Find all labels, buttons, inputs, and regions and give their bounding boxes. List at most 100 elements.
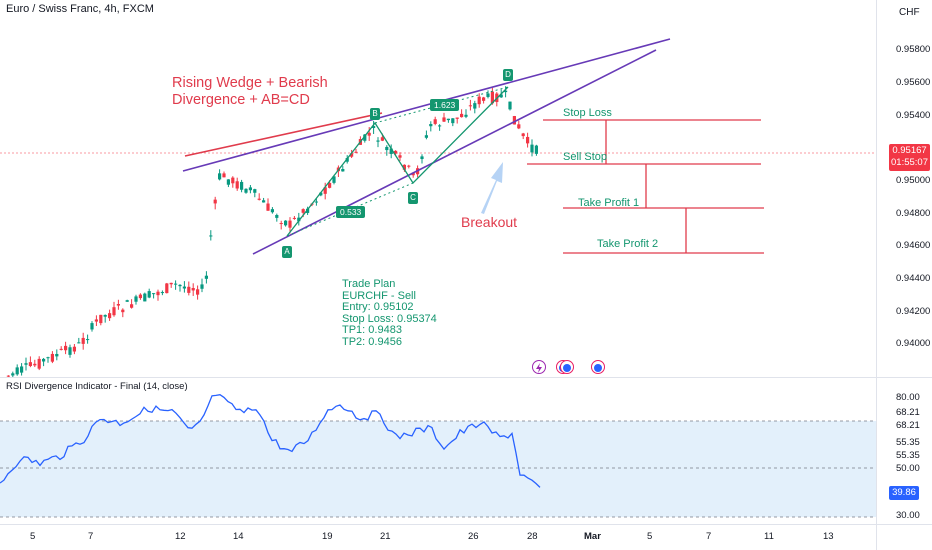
breakout-arrow-icon xyxy=(481,162,503,214)
bolt-icon[interactable] xyxy=(532,360,546,374)
candle-body xyxy=(138,294,142,299)
point-d-label: D xyxy=(503,69,513,81)
candle-body xyxy=(288,220,292,228)
candle-body xyxy=(402,164,406,170)
time-tick: 11 xyxy=(764,531,774,542)
candle-body xyxy=(372,126,376,129)
candle-body xyxy=(468,105,472,107)
candle-body xyxy=(341,169,345,172)
point-c-label: C xyxy=(408,192,418,204)
candle-body xyxy=(499,94,503,98)
rsi-chart[interactable] xyxy=(0,378,876,524)
time-tick: 21 xyxy=(380,531,391,542)
trade-plan-line: TP2: 0.9456 xyxy=(342,335,402,348)
point-b-label: B xyxy=(370,108,380,120)
candle-body xyxy=(15,367,19,375)
candle-body xyxy=(182,286,186,289)
candle-body xyxy=(306,208,310,213)
trade-plan-line: TP1: 0.9483 xyxy=(342,324,402,336)
candle-body xyxy=(275,215,279,218)
trade-plan-line: EURCHF - Sell xyxy=(342,289,416,302)
candle-body xyxy=(398,155,402,158)
candle-body xyxy=(248,187,252,191)
earnings-icon-2[interactable] xyxy=(591,360,605,374)
candle-body xyxy=(160,292,164,294)
abcd-pattern xyxy=(286,86,509,237)
candle-body xyxy=(482,97,486,101)
price-tick: 0.95600 xyxy=(896,77,931,88)
price-tick: 0.95800 xyxy=(896,44,931,55)
candle-body xyxy=(121,309,125,313)
candle-body xyxy=(156,291,160,296)
candle-body xyxy=(367,132,371,136)
current-price-badge: 0.95167 01:55:07 xyxy=(889,144,930,171)
time-tick: 19 xyxy=(322,531,333,542)
candle-body xyxy=(385,146,389,151)
price-tick: 0.94400 xyxy=(896,273,931,284)
candle-body xyxy=(424,135,428,138)
time-tick: 7 xyxy=(706,531,712,542)
candle-body xyxy=(59,348,63,350)
time-tick: 12 xyxy=(175,531,186,542)
time-tick: 13 xyxy=(823,531,834,542)
trade-plan-line: Stop Loss: 0.95374 xyxy=(342,312,437,325)
candle-body xyxy=(473,103,477,109)
currency-label[interactable]: CHF xyxy=(899,7,920,18)
pane-separator[interactable] xyxy=(0,377,932,378)
rsi-band xyxy=(0,421,876,517)
candle-body xyxy=(394,150,398,154)
candle-body xyxy=(389,148,393,154)
candle-body xyxy=(521,133,525,137)
candle-body xyxy=(442,117,446,122)
candle-body xyxy=(363,134,367,141)
price-chart[interactable] xyxy=(0,0,876,377)
time-tick: 28 xyxy=(527,531,538,542)
rsi-tick: 68.21 xyxy=(896,420,920,431)
trade-plan-line: Trade Plan xyxy=(342,278,396,290)
candle-body xyxy=(108,313,112,319)
candle-body xyxy=(253,189,257,193)
time-tick: 7 xyxy=(88,531,94,542)
candle-body xyxy=(42,358,46,362)
candle-body xyxy=(292,217,296,219)
candle-body xyxy=(534,145,538,154)
candle-body xyxy=(297,217,301,222)
price-tick: 0.94600 xyxy=(896,240,931,251)
rsi-indicator-title[interactable]: RSI Divergence Indicator - Final (14, cl… xyxy=(6,381,188,392)
candle-body xyxy=(86,339,90,341)
price-tick: 0.95000 xyxy=(896,175,931,186)
time-tick: 26 xyxy=(468,531,479,542)
ab-ratio-label: 0.533 xyxy=(336,206,366,218)
point-a-label: A xyxy=(282,246,292,258)
candle-body xyxy=(530,144,534,153)
candle-body xyxy=(94,319,98,322)
candle-body xyxy=(130,304,134,308)
candle-body xyxy=(345,158,349,162)
breakout-label: Breakout xyxy=(461,214,518,230)
candle-body xyxy=(240,181,244,190)
candle-body xyxy=(46,357,50,359)
price-tick: 0.94800 xyxy=(896,208,931,219)
time-tick: 14 xyxy=(233,531,244,542)
candle-body xyxy=(191,288,195,291)
rsi-tick: 68.21 xyxy=(896,407,920,418)
earnings-icon[interactable] xyxy=(560,360,574,374)
candle-body xyxy=(376,140,380,142)
candle-body xyxy=(332,176,336,183)
candle-body xyxy=(37,358,41,369)
candle-body xyxy=(284,220,288,226)
candle-body xyxy=(143,293,147,302)
symbol-title[interactable]: Euro / Swiss Franc, 4h, FXCM xyxy=(6,3,154,15)
sell-stop-label: Sell Stop xyxy=(563,151,608,163)
candle-body xyxy=(517,124,521,129)
candle-body xyxy=(526,136,530,144)
candle-body xyxy=(218,173,222,180)
time-axis-separator xyxy=(0,524,932,525)
rsi-tick: 80.00 xyxy=(896,392,920,403)
price-tick: 0.95400 xyxy=(896,110,931,121)
candle-body xyxy=(460,113,464,118)
candle-body xyxy=(222,173,226,178)
candle-body xyxy=(174,283,178,285)
candle-body xyxy=(103,314,107,317)
candle-body xyxy=(6,375,10,377)
